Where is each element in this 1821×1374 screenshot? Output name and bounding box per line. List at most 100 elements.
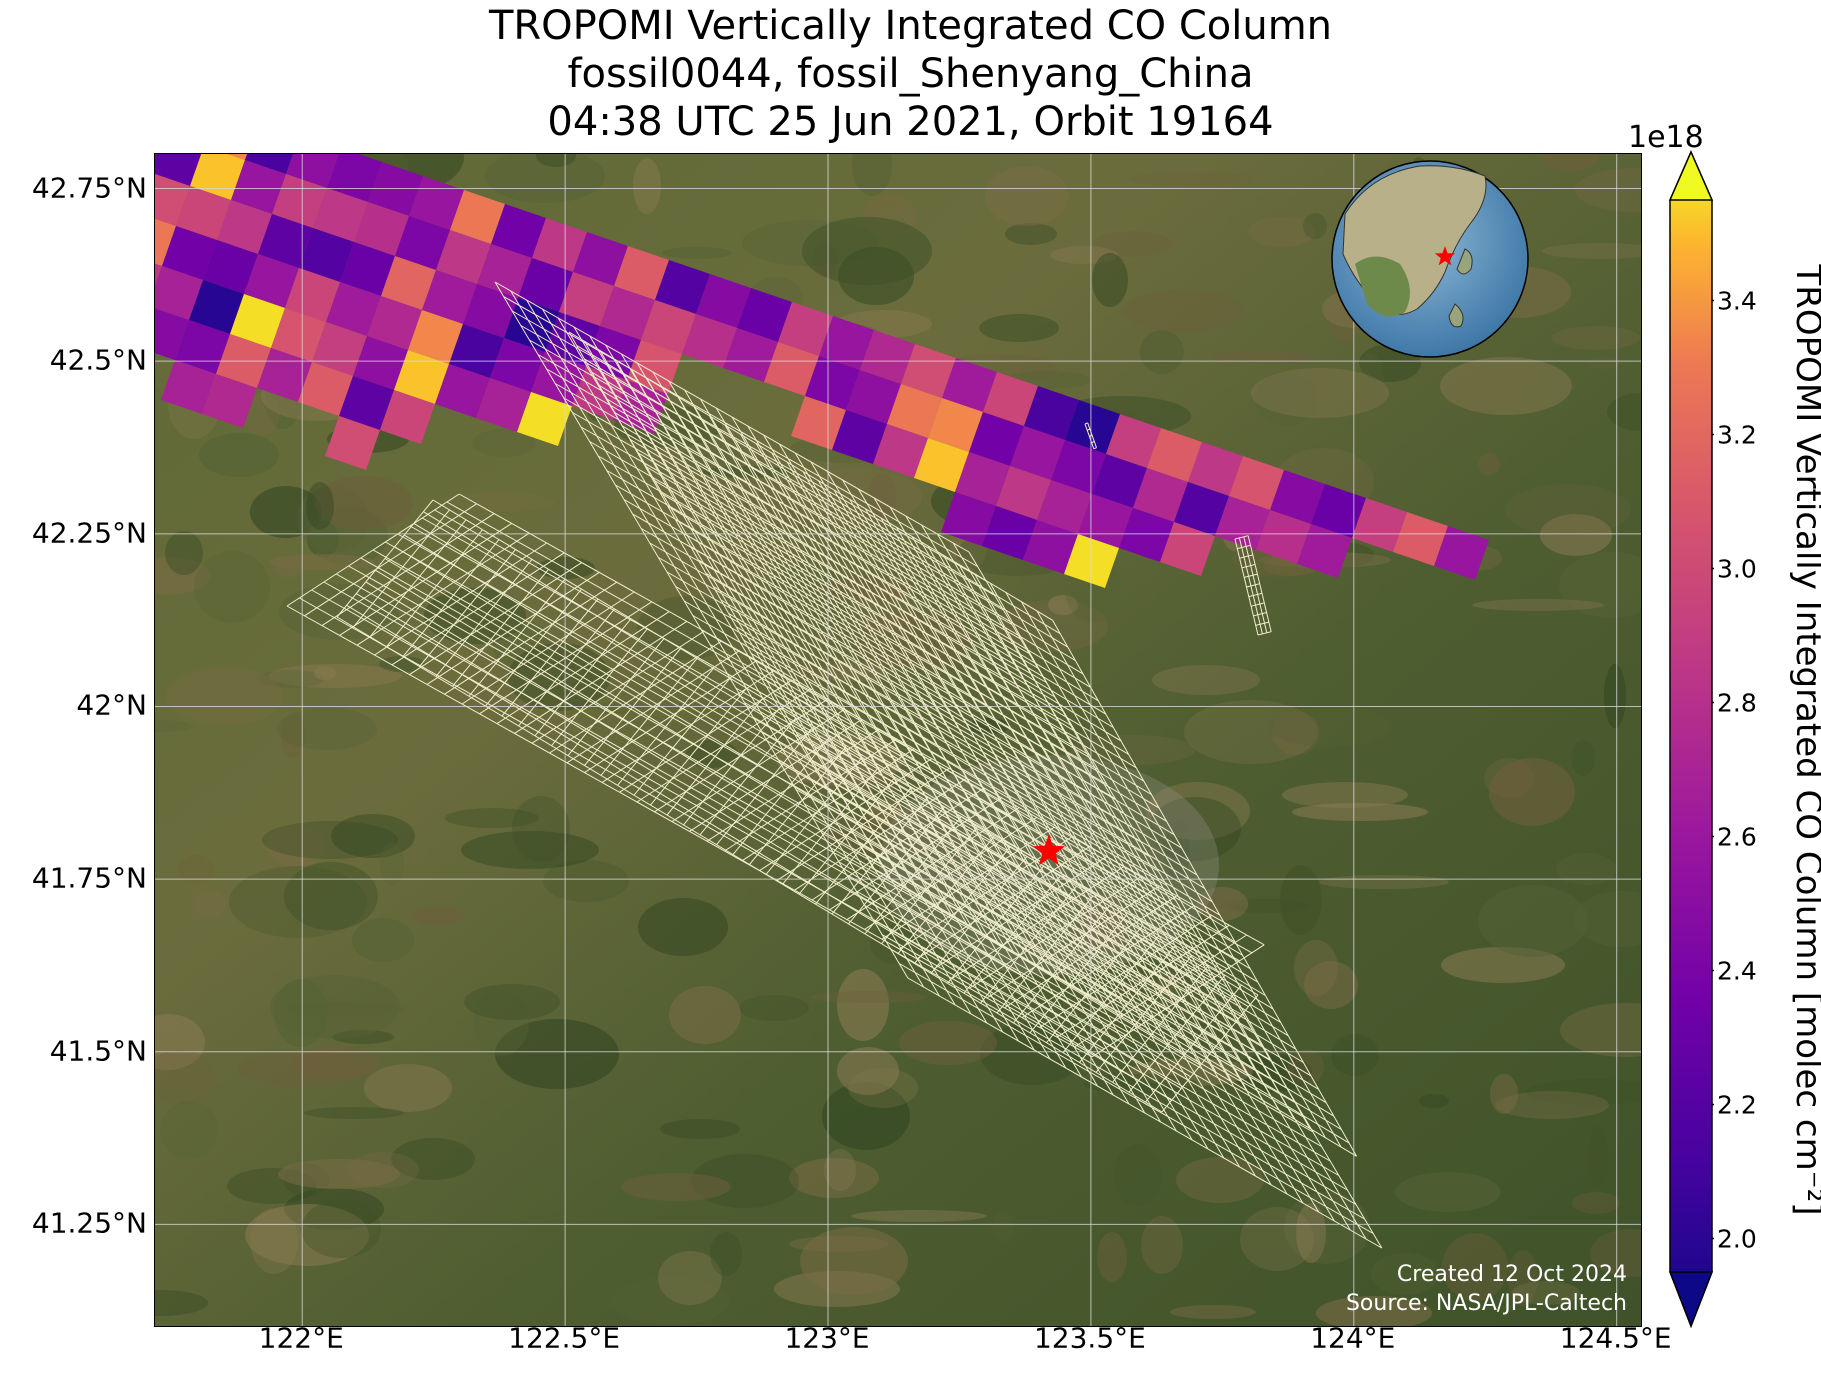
co-pixel	[1078, 494, 1133, 548]
terrain-patch	[277, 708, 377, 750]
terrain-patch	[1552, 326, 1640, 350]
source-text: Source: NASA/JPL-Caltech	[1345, 1291, 1627, 1316]
grid-line	[385, 541, 1191, 994]
colorbar-gradient	[1669, 150, 1713, 1329]
co-pixel	[245, 154, 293, 174]
co-pixel	[1065, 400, 1120, 454]
longitude-tick-label: 124°E	[1310, 1321, 1396, 1355]
map-panel[interactable]	[154, 153, 1642, 1327]
terrain-patch	[1495, 1091, 1609, 1119]
grid-line	[576, 344, 1061, 635]
co-pixel	[1147, 428, 1202, 482]
grid-line	[911, 536, 1217, 1073]
grid-line	[1239, 554, 1253, 559]
grid-line	[668, 380, 1083, 1078]
co-pixel	[1119, 508, 1174, 562]
terrain-patch	[155, 557, 210, 595]
co-pixel	[299, 228, 354, 282]
grid-line	[724, 424, 1030, 962]
grid-line	[432, 499, 1259, 996]
grid-line	[684, 389, 1098, 1087]
terrain-patch	[1069, 735, 1195, 765]
map-canvas[interactable]	[155, 154, 1642, 1327]
grid-line	[755, 443, 1061, 980]
grid-line	[857, 840, 1342, 1130]
co-pixel	[422, 270, 477, 324]
terrain-patch	[269, 554, 375, 570]
grid-line	[336, 616, 1163, 1113]
terrain-patch	[837, 969, 889, 1041]
grid-line	[591, 371, 1076, 661]
colorbar-multiplier: 1e18	[1628, 120, 1704, 155]
co-pixel	[1297, 524, 1352, 578]
terrain-patch	[229, 866, 367, 938]
grid-line	[675, 519, 1160, 809]
co-pixel-layer	[155, 154, 1489, 588]
co-pixel	[1256, 510, 1311, 564]
co-pixel	[326, 282, 381, 336]
co-pixel	[559, 272, 614, 326]
colorbar-tick-label: 2.6	[1717, 822, 1757, 851]
grid-line	[652, 371, 1067, 1069]
co-pixel	[189, 280, 244, 334]
co-pixel	[1024, 386, 1079, 440]
terrain-patch	[332, 1030, 394, 1044]
co-pixel	[737, 288, 792, 342]
co-pixel	[272, 174, 327, 228]
co-pixel	[1270, 470, 1325, 524]
grid-line	[905, 515, 1320, 1213]
terrain-patch	[301, 1200, 381, 1258]
grid-line	[896, 527, 1202, 1064]
site-marker[interactable]	[1032, 834, 1065, 866]
grid-line	[599, 385, 1084, 675]
co-pixel	[860, 330, 915, 384]
co-pixel	[1010, 426, 1065, 480]
co-pixel	[887, 384, 942, 438]
colorbar-extend-min	[1668, 1271, 1714, 1329]
terrain-patch	[1097, 1232, 1127, 1282]
terrain-patch	[315, 476, 413, 530]
grid-line	[974, 573, 1280, 1111]
terrain-patch	[445, 808, 539, 828]
co-pixel	[155, 308, 189, 360]
terrain-patch	[306, 482, 334, 530]
grid-line	[384, 558, 1211, 1054]
grid-line	[781, 706, 1266, 996]
terrain-patch	[1251, 368, 1389, 418]
grid-line	[771, 452, 1077, 990]
grid-line	[751, 653, 1236, 943]
terrain-patch	[1590, 1229, 1641, 1277]
title-line-2: fossil0044, fossil_Shenyang_China	[567, 51, 1254, 97]
terrain-patch	[1540, 154, 1598, 171]
co-pixel	[286, 154, 339, 188]
grid-line	[1241, 564, 1256, 569]
co-pixel	[641, 300, 696, 354]
colorbar-tick-label: 2.4	[1717, 956, 1757, 985]
co-pixel	[176, 186, 231, 240]
co-pixel	[914, 438, 969, 492]
terrain-patch	[279, 584, 399, 640]
terrain-patch	[331, 814, 415, 858]
terrain-patch	[633, 158, 661, 214]
terrain-patch	[591, 702, 639, 714]
grid-line	[942, 554, 1248, 1092]
grid-line	[606, 398, 1091, 688]
terrain-patch	[473, 990, 529, 1056]
co-pixel	[155, 174, 190, 226]
co-pixel	[1037, 480, 1092, 534]
terrain-patch	[512, 796, 570, 862]
co-pixel	[764, 342, 819, 396]
grid-line	[810, 461, 1225, 1159]
co-pixel	[982, 506, 1037, 560]
terrain-patch	[1123, 290, 1245, 332]
terrain-patch	[536, 154, 576, 167]
grid-line	[583, 358, 1069, 648]
terrain-patch	[979, 314, 1059, 342]
grid-line	[804, 746, 1289, 1037]
grid-line	[1234, 535, 1249, 540]
terrain-patch	[380, 842, 404, 886]
title-line-1: TROPOMI Vertically Integrated CO Column	[488, 3, 1333, 49]
grid-line	[630, 368, 936, 906]
terrain-patch	[292, 1047, 380, 1079]
grid-line	[446, 501, 1253, 954]
